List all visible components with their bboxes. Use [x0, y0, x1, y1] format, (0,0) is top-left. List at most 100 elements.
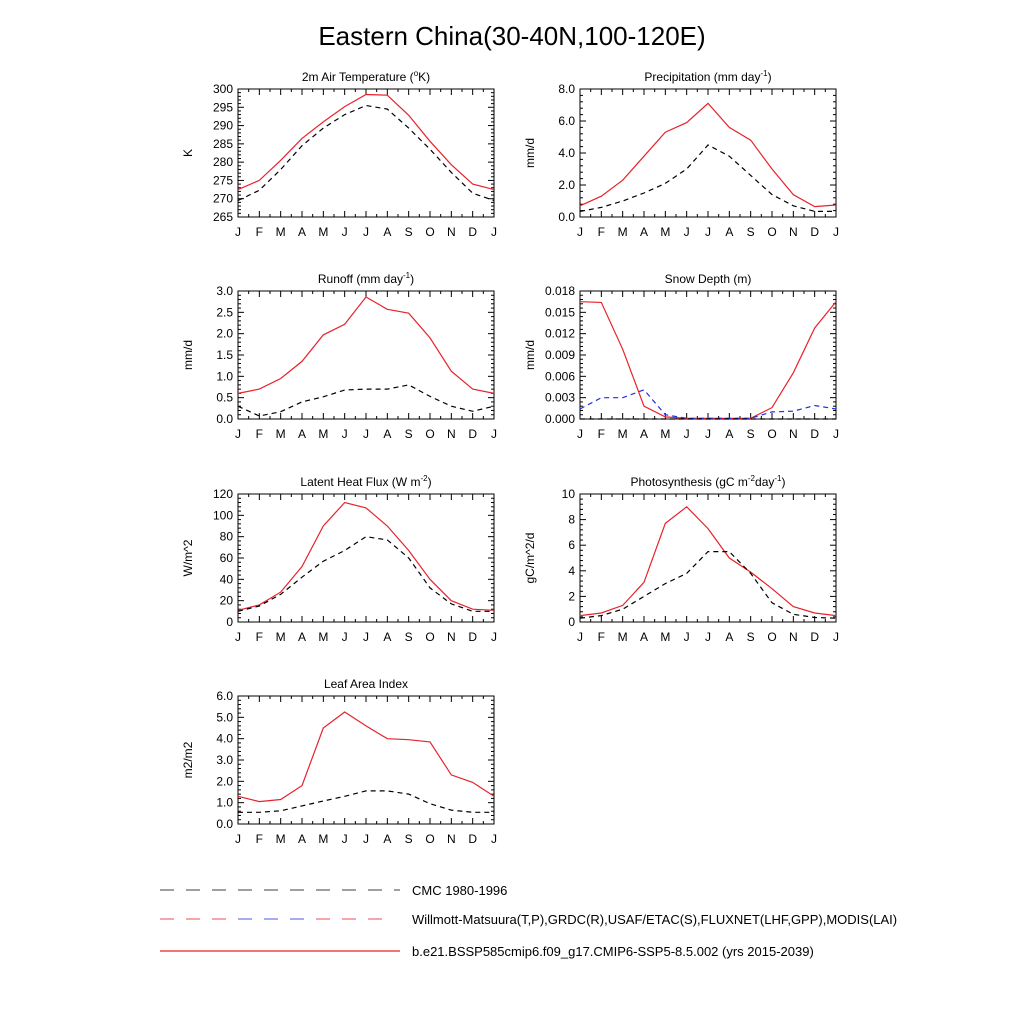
y-tick-label: 4.0: [558, 146, 575, 160]
y-axis-label: W/m^2: [181, 539, 195, 576]
series-line-2: [579, 144, 836, 212]
chart-panel-2: Precipitation (mm day-1)J F M A M J J A S O N D J0.0…: [523, 69, 839, 239]
y-tick-label: 8: [568, 513, 575, 527]
y-tick-label: 0: [568, 615, 575, 629]
y-tick-label: 0.006: [545, 369, 575, 383]
x-tick-label: M: [318, 427, 328, 441]
y-axis-label: mm/d: [523, 138, 537, 168]
legend-label: Willmott-Matsuura(T,P),GRDC(R),USAF/ETAC…: [412, 912, 897, 927]
x-tick-label: O: [767, 427, 776, 441]
x-tick-label: F: [598, 630, 605, 644]
x-tick-label: A: [640, 427, 648, 441]
x-tick-label: A: [383, 427, 391, 441]
x-tick-label: A: [640, 630, 648, 644]
x-tick-label: J: [363, 832, 369, 846]
x-tick-label: O: [425, 427, 434, 441]
plot-frame: [237, 88, 495, 218]
x-tick-label: S: [747, 630, 755, 644]
x-tick-label: M: [618, 630, 628, 644]
chart-panel-6: Photosynthesis (gC m-2day-1)J F M A M J J A S O N D…: [523, 474, 839, 644]
x-tick-label: J: [577, 427, 583, 441]
y-tick-label: 1.5: [216, 348, 233, 362]
x-tick-label: J: [833, 427, 839, 441]
y-tick-label: 0.003: [545, 391, 575, 405]
plot-frame: [237, 695, 495, 825]
x-tick-label: M: [318, 630, 328, 644]
x-tick-label: A: [298, 832, 306, 846]
x-tick-label: M: [618, 427, 628, 441]
x-tick-label: F: [256, 832, 263, 846]
x-tick-label: D: [810, 427, 819, 441]
x-tick-label: O: [425, 630, 434, 644]
plot-frame: [237, 290, 495, 420]
x-tick-label: A: [640, 225, 648, 239]
x-tick-label: D: [468, 832, 477, 846]
x-tick-label: D: [810, 630, 819, 644]
y-tick-label: 270: [213, 192, 233, 206]
x-tick-label: J: [235, 630, 241, 644]
y-tick-label: 0.000: [545, 412, 575, 426]
x-tick-label: A: [298, 630, 306, 644]
x-tick-label: A: [298, 225, 306, 239]
series-line-2: [579, 550, 837, 619]
y-tick-label: 0.0: [216, 412, 233, 426]
x-tick-label: J: [235, 832, 241, 846]
y-tick-label: 6.0: [558, 114, 575, 128]
x-tick-label: J: [363, 630, 369, 644]
y-tick-label: 285: [213, 137, 233, 151]
x-tick-label: J: [363, 427, 369, 441]
y-tick-label: 2.0: [216, 774, 233, 788]
x-tick-label: F: [598, 427, 605, 441]
y-tick-label: 0: [226, 615, 233, 629]
y-tick-label: 0.0: [216, 817, 233, 831]
chart-panel-5: Latent Heat Flux (W m-2)J F M A M J J A S O N D J020…: [181, 474, 497, 644]
x-tick-label: M: [318, 225, 328, 239]
chart-panel-3: Runoff (mm day-1)J F M A M J J A S O N D J0.00.51.01…: [181, 271, 497, 441]
panel-title: Leaf Area Index: [324, 677, 408, 691]
x-tick-label: S: [747, 427, 755, 441]
series-line-1: [579, 301, 837, 419]
y-tick-label: 120: [213, 487, 233, 501]
plot-frame: [579, 290, 837, 420]
y-tick-label: 280: [213, 155, 233, 169]
x-tick-label: M: [660, 630, 670, 644]
legend: CMC 1980-1996 Willmott-Matsuura(T,P),GRDC…: [160, 883, 897, 959]
y-tick-label: 0.0: [558, 210, 575, 224]
x-tick-label: S: [405, 427, 413, 441]
x-tick-label: M: [318, 832, 328, 846]
y-tick-label: 5.0: [216, 710, 233, 724]
x-tick-label: S: [405, 225, 413, 239]
x-tick-label: F: [598, 225, 605, 239]
x-tick-label: N: [789, 630, 798, 644]
x-tick-label: J: [491, 225, 497, 239]
series-line-1: [237, 296, 495, 394]
x-tick-label: D: [468, 427, 477, 441]
x-tick-label: D: [468, 630, 477, 644]
x-tick-label: J: [342, 225, 348, 239]
panel-title: 2m Air Temperature (oK): [302, 69, 430, 84]
x-tick-label: M: [276, 832, 286, 846]
x-tick-label: M: [618, 225, 628, 239]
x-tick-label: M: [660, 225, 670, 239]
y-tick-label: 290: [213, 119, 233, 133]
x-tick-label: J: [705, 427, 711, 441]
series-line-1: [579, 505, 837, 617]
x-tick-label: J: [363, 225, 369, 239]
x-tick-label: J: [833, 630, 839, 644]
x-tick-label: J: [342, 832, 348, 846]
x-tick-label: A: [725, 427, 733, 441]
y-tick-label: 300: [213, 82, 233, 96]
y-tick-label: 100: [213, 508, 233, 522]
chart-panel-4: Snow Depth (m)J F M A M J J A S O N D J0.0000.0030.0…: [523, 272, 839, 441]
series-line-2: [238, 790, 494, 813]
y-tick-label: 2.0: [558, 178, 575, 192]
x-tick-label: A: [383, 630, 391, 644]
y-tick-label: 20: [220, 594, 234, 608]
panel-title: Snow Depth (m): [665, 272, 752, 286]
panels-group: 2m Air Temperature (oK)J F M A M J J A S O N D J2652…: [181, 69, 839, 846]
legend-item-1: CMC 1980-1996: [160, 883, 507, 898]
x-tick-label: J: [491, 630, 497, 644]
x-tick-label: J: [577, 630, 583, 644]
